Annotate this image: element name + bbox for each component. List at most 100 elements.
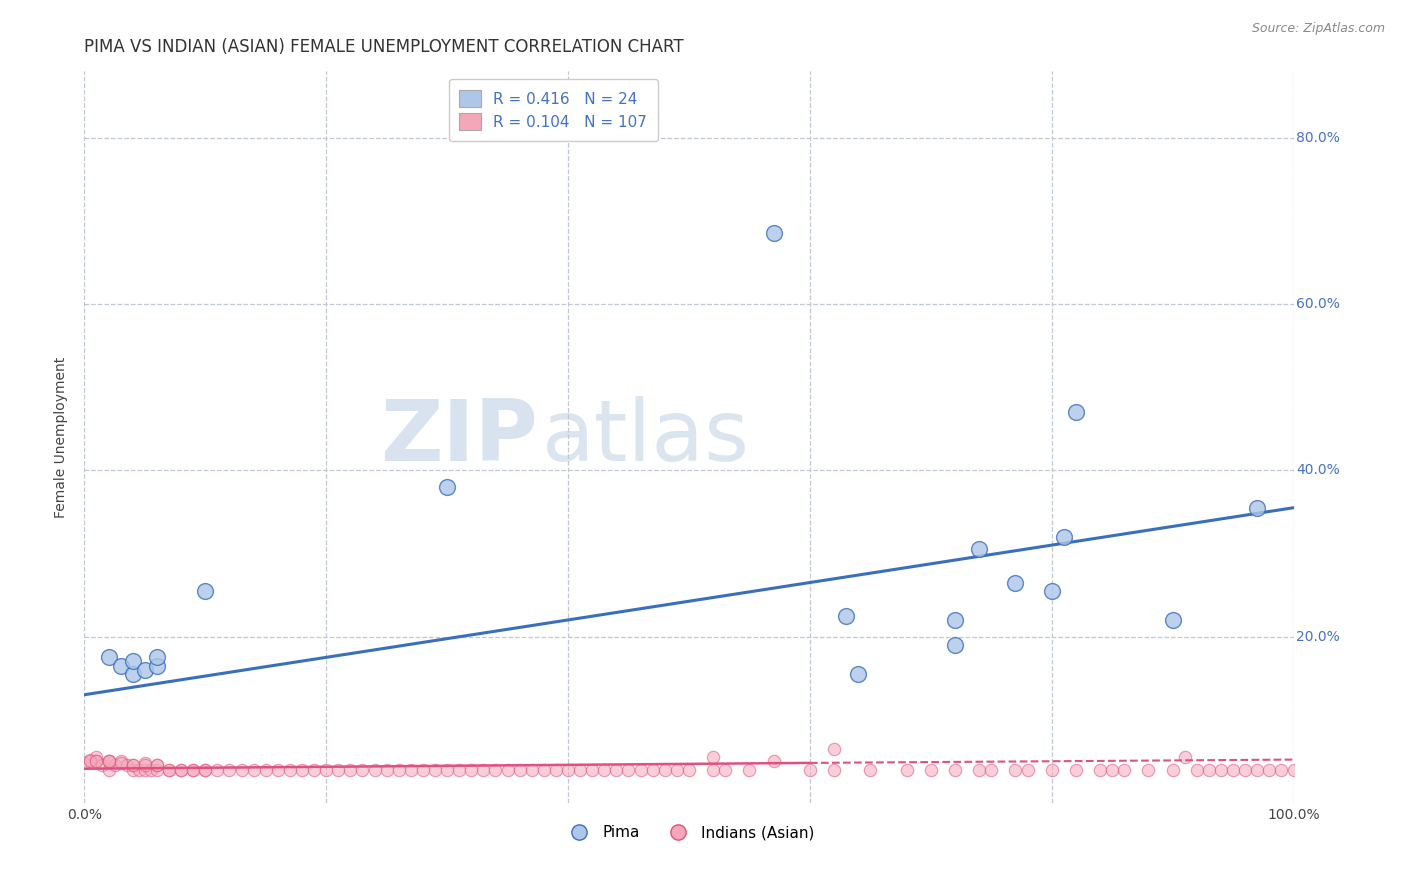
Point	[134, 763, 156, 777]
Point	[170, 763, 193, 777]
Point	[157, 763, 180, 777]
Point	[146, 758, 169, 772]
Point	[328, 763, 350, 777]
Point	[1114, 763, 1136, 777]
Point	[1198, 763, 1220, 777]
Point	[121, 758, 143, 772]
Point	[823, 741, 845, 756]
Point	[846, 667, 869, 681]
Point	[509, 763, 531, 777]
Text: PIMA VS INDIAN (ASIAN) FEMALE UNEMPLOYMENT CORRELATION CHART: PIMA VS INDIAN (ASIAN) FEMALE UNEMPLOYME…	[84, 38, 683, 56]
Point	[980, 763, 1002, 777]
Point	[231, 763, 253, 777]
Point	[896, 763, 918, 777]
Point	[181, 763, 204, 777]
Point	[799, 763, 821, 777]
Point	[218, 763, 240, 777]
Point	[449, 763, 471, 777]
Text: ZIP: ZIP	[380, 395, 538, 479]
Point	[278, 763, 301, 777]
Point	[943, 763, 966, 777]
Point	[630, 763, 652, 777]
Point	[104, 758, 127, 772]
Point	[79, 754, 101, 768]
Point	[1246, 500, 1268, 515]
Point	[110, 754, 132, 768]
Text: atlas: atlas	[541, 395, 749, 479]
Point	[134, 756, 156, 770]
Point	[194, 763, 217, 777]
Point	[1222, 763, 1244, 777]
Point	[97, 650, 120, 665]
Point	[254, 763, 277, 777]
Point	[823, 763, 845, 777]
Point	[472, 763, 495, 777]
Point	[859, 763, 882, 777]
Point	[97, 754, 120, 768]
Point	[678, 763, 700, 777]
Point	[352, 763, 374, 777]
Point	[315, 763, 337, 777]
Point	[97, 754, 120, 768]
Text: 20.0%: 20.0%	[1296, 630, 1340, 643]
Point	[1064, 763, 1087, 777]
Point	[605, 763, 627, 777]
Point	[267, 763, 290, 777]
Point	[139, 763, 162, 777]
Point	[569, 763, 592, 777]
Point	[97, 754, 120, 768]
Point	[115, 758, 138, 772]
Point	[86, 754, 108, 768]
Point	[242, 763, 264, 777]
Point	[1064, 405, 1087, 419]
Point	[181, 763, 204, 777]
Point	[436, 763, 458, 777]
Point	[581, 763, 603, 777]
Point	[1101, 763, 1123, 777]
Point	[714, 763, 737, 777]
Point	[1040, 583, 1063, 598]
Point	[302, 763, 325, 777]
Point	[1246, 763, 1268, 777]
Point	[1004, 763, 1026, 777]
Point	[738, 763, 761, 777]
Point	[110, 658, 132, 673]
Point	[1004, 575, 1026, 590]
Point	[146, 658, 169, 673]
Point	[1258, 763, 1281, 777]
Point	[1161, 763, 1184, 777]
Point	[702, 763, 724, 777]
Point	[1185, 763, 1208, 777]
Point	[641, 763, 664, 777]
Point	[86, 750, 108, 764]
Point	[399, 763, 422, 777]
Point	[762, 754, 785, 768]
Point	[146, 763, 169, 777]
Point	[146, 758, 169, 772]
Point	[363, 763, 385, 777]
Point	[1161, 613, 1184, 627]
Point	[97, 763, 120, 777]
Point	[702, 750, 724, 764]
Point	[943, 613, 966, 627]
Point	[194, 763, 217, 777]
Point	[496, 763, 519, 777]
Point	[86, 754, 108, 768]
Point	[121, 667, 143, 681]
Point	[1234, 763, 1257, 777]
Point	[1053, 530, 1076, 544]
Point	[544, 763, 567, 777]
Point	[557, 763, 579, 777]
Point	[423, 763, 446, 777]
Point	[412, 763, 434, 777]
Point	[943, 638, 966, 652]
Point	[73, 756, 96, 770]
Point	[1270, 763, 1292, 777]
Point	[654, 763, 676, 777]
Text: 60.0%: 60.0%	[1296, 297, 1340, 311]
Text: 80.0%: 80.0%	[1296, 131, 1340, 145]
Point	[533, 763, 555, 777]
Point	[484, 763, 506, 777]
Point	[110, 756, 132, 770]
Legend: Pima, Indians (Asian): Pima, Indians (Asian)	[558, 819, 820, 847]
